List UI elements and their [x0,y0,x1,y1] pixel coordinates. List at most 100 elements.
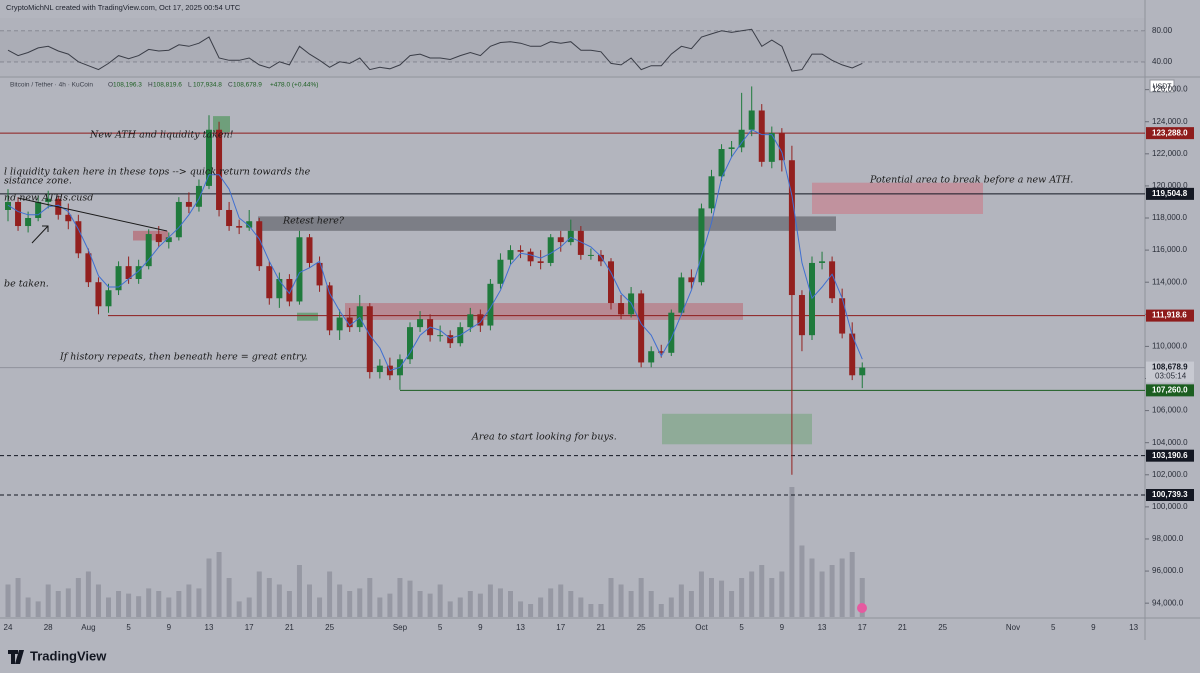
volume-bar [709,578,714,617]
x-tick-label: 25 [325,623,334,632]
volume-bar [397,578,403,617]
volume-bar [839,558,845,617]
arrow [31,225,49,244]
zone [297,312,318,321]
volume-bar [749,571,755,617]
volume-bar [678,584,684,617]
level-label: 103,190.6 [1152,451,1188,460]
annotation: be taken. [4,279,49,290]
candle-body [115,266,122,291]
x-tick-label: 28 [44,623,53,632]
x-tick-label: 5 [438,623,443,632]
annotation: nd new ATHs.cusd [4,193,93,204]
volume-bar [698,571,704,617]
volume-bar [477,593,483,617]
volume-bar [859,578,865,617]
volume-bar [799,545,805,617]
candle-body [356,306,363,328]
volume-bar [186,584,192,617]
candle-body [276,278,283,299]
volume-bar [497,588,503,617]
volume-bar [317,597,323,617]
rsi-tick-label: 80.00 [1152,26,1173,35]
candle-body [145,234,152,267]
volume-bar [628,591,634,617]
legend-value: 108,819.6 [153,82,182,89]
candle-body [728,147,735,150]
candle-body [798,295,805,336]
volume-bar [266,578,272,617]
legend-value: 107,934.8 [193,82,222,89]
candle-body [618,303,625,315]
candle-body [788,160,795,296]
zone [812,182,983,214]
annotation: Retest here? [282,216,345,227]
candle-body [236,226,243,228]
volume-bar [377,597,383,617]
volume-bar [508,591,513,617]
candle-body [708,176,715,209]
volume-bar [518,601,524,617]
y-tick-label: 98,000.0 [1152,534,1184,543]
y-tick-label: 102,000.0 [1152,470,1188,479]
volume-bar [638,578,644,617]
header-credit: CryptoMichNL created with TradingView.co… [6,3,241,12]
volume-bar [387,593,393,617]
candle-body [688,277,695,283]
symbol: Bitcoin / Tether · 4h · KuCoin [10,82,93,89]
volume-bar [568,591,574,617]
candle-body [226,209,233,227]
y-tick-label: 124,000.0 [1152,117,1188,126]
candle-body [517,250,524,252]
annotation: sistance zone. [4,176,72,187]
level-label-box [1146,384,1194,397]
level-label: 111,918.6 [1152,311,1187,320]
candle-body [537,261,544,263]
logo-mark [8,650,24,664]
volume-bar [407,580,413,617]
legend-key: H [148,82,153,89]
candle-body [175,201,182,238]
volume-bar [347,591,353,617]
candle-body [437,335,444,337]
volume-bar [55,591,61,617]
candle-body [819,261,826,263]
candle-body [718,149,725,177]
level-label-box [1146,309,1194,322]
alert-icon[interactable] [857,603,867,613]
level-label-box [1146,187,1194,200]
volume-bar [467,591,473,617]
candle-body [487,283,494,326]
candle-body [155,234,162,243]
x-tick-label: 9 [478,623,483,632]
volume-bar [256,571,262,617]
volume-bar [598,604,604,617]
brand: TradingView [30,648,107,663]
volume-bar [558,584,564,617]
candle-body [65,214,72,222]
y-tick-label: 116,000.0 [1152,245,1188,254]
candle-body [185,201,192,207]
candle-body [25,218,32,227]
volume-bar [75,578,81,617]
currency-box[interactable] [1149,79,1175,93]
annotation: Area to start looking for buys. [471,432,617,443]
level-label-box [1146,449,1194,462]
volume-bar [739,578,745,617]
candle-body [376,365,383,373]
candle-body [206,129,212,186]
candle-body [658,351,665,353]
legend-value: 108,678.9 [233,82,262,89]
legend-key: O [108,82,113,89]
volume-bar [819,571,825,617]
volume-bar [25,597,31,617]
volume-bar [548,588,554,617]
volume-bar [658,604,664,617]
level-label: 123,288.0 [1152,128,1188,137]
volume-bar [246,597,252,617]
volume-bar [789,487,795,617]
candle-body [587,254,594,256]
volume-bar [829,565,835,617]
arrow-head [42,225,49,232]
